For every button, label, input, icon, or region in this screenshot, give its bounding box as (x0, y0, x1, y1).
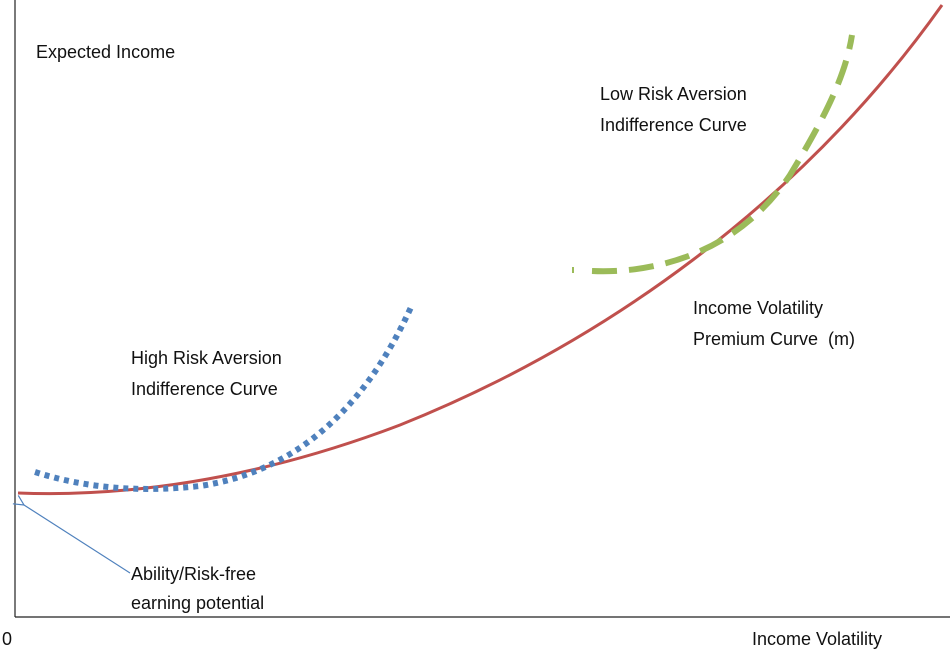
annotation-arrow (24, 505, 131, 574)
high-risk-curve (34, 303, 415, 492)
annotation-label: earning potential (131, 593, 264, 613)
y-axis-label: Expected Income (36, 42, 175, 62)
curve-label: Low Risk Aversion (600, 84, 747, 104)
premium-curve (17, 4, 944, 496)
curve-label: Premium Curve (m) (693, 329, 855, 349)
curve-label: Indifference Curve (131, 379, 278, 399)
annotation-label: Ability/Risk-free (131, 564, 256, 584)
origin-label: 0 (2, 629, 12, 649)
curve-label: Income Volatility (693, 298, 823, 318)
low-risk-curve (572, 34, 855, 275)
x-axis-label: Income Volatility (752, 629, 882, 649)
curve-label: High Risk Aversion (131, 348, 282, 368)
curve-label: Indifference Curve (600, 115, 747, 135)
